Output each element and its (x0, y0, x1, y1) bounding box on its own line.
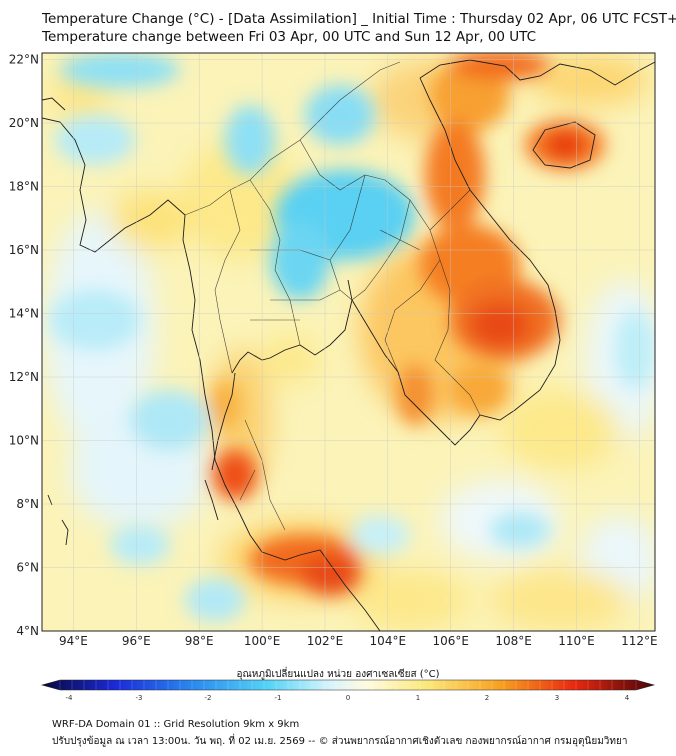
lat-tick: 4°N (16, 624, 39, 638)
lon-tick: 104°E (370, 634, 407, 648)
lat-tick: 6°N (16, 561, 39, 575)
lat-tick: 16°N (9, 243, 39, 257)
gridlines (42, 53, 655, 631)
lon-tick: 102°E (307, 634, 344, 648)
colorbar-tick: -3 (136, 694, 143, 702)
lat-tick: 8°N (16, 497, 39, 511)
map-subtitle: Temperature change between Fri 03 Apr, 0… (42, 29, 537, 45)
colorbar-title: อุณหภูมิเปลี่ยนแปลง หน่วย องศาเซลเซียส (… (236, 669, 440, 680)
colorbar: -4 -3 -2 -1 0 1 2 3 4 (40, 679, 656, 702)
colorbar-divisions (59, 680, 637, 690)
lat-tick: 20°N (9, 116, 39, 130)
lon-tick: 110°E (558, 634, 595, 648)
colorbar-tick: 3 (555, 694, 559, 702)
colorbar-tick: -2 (205, 694, 212, 702)
colorbar-tick: 4 (625, 694, 630, 702)
map-frame (41, 52, 656, 632)
temperature-field (42, 53, 655, 631)
colorbar-tick: -1 (275, 694, 282, 702)
lat-tick: 14°N (9, 307, 39, 321)
lon-tick: 100°E (244, 634, 281, 648)
lon-tick: 112°E (621, 634, 658, 648)
colorbar-tick: 2 (485, 694, 489, 702)
lon-tick: 106°E (432, 634, 469, 648)
lon-axis: 94°E 96°E 98°E 100°E 102°E 104°E 106°E 1… (59, 634, 658, 648)
colorbar-tick: 1 (416, 694, 420, 702)
lon-tick: 108°E (495, 634, 532, 648)
footer-domain: WRF-DA Domain 01 :: Grid Resolution 9km … (52, 719, 300, 730)
lat-axis: 4°N 6°N 8°N 10°N 12°N 14°N 16°N 18°N 20°… (9, 53, 39, 639)
colorbar-tick: 0 (346, 694, 350, 702)
admin-borders (184, 61, 481, 531)
lat-tick: 22°N (9, 53, 39, 67)
lon-tick: 98°E (185, 634, 214, 648)
lat-tick: 12°N (9, 370, 39, 384)
lat-tick: 18°N (9, 180, 39, 194)
lat-tick: 10°N (9, 434, 39, 448)
footer-credit: ปรับปรุงข้อมูล ณ เวลา 13:00น. วัน พฤ. ที… (52, 736, 628, 747)
map-title: Temperature Change (°C) - [Data Assimila… (42, 11, 676, 27)
colorbar-tick: -4 (66, 694, 74, 702)
lon-tick: 96°E (122, 634, 151, 648)
lon-tick: 94°E (59, 634, 88, 648)
